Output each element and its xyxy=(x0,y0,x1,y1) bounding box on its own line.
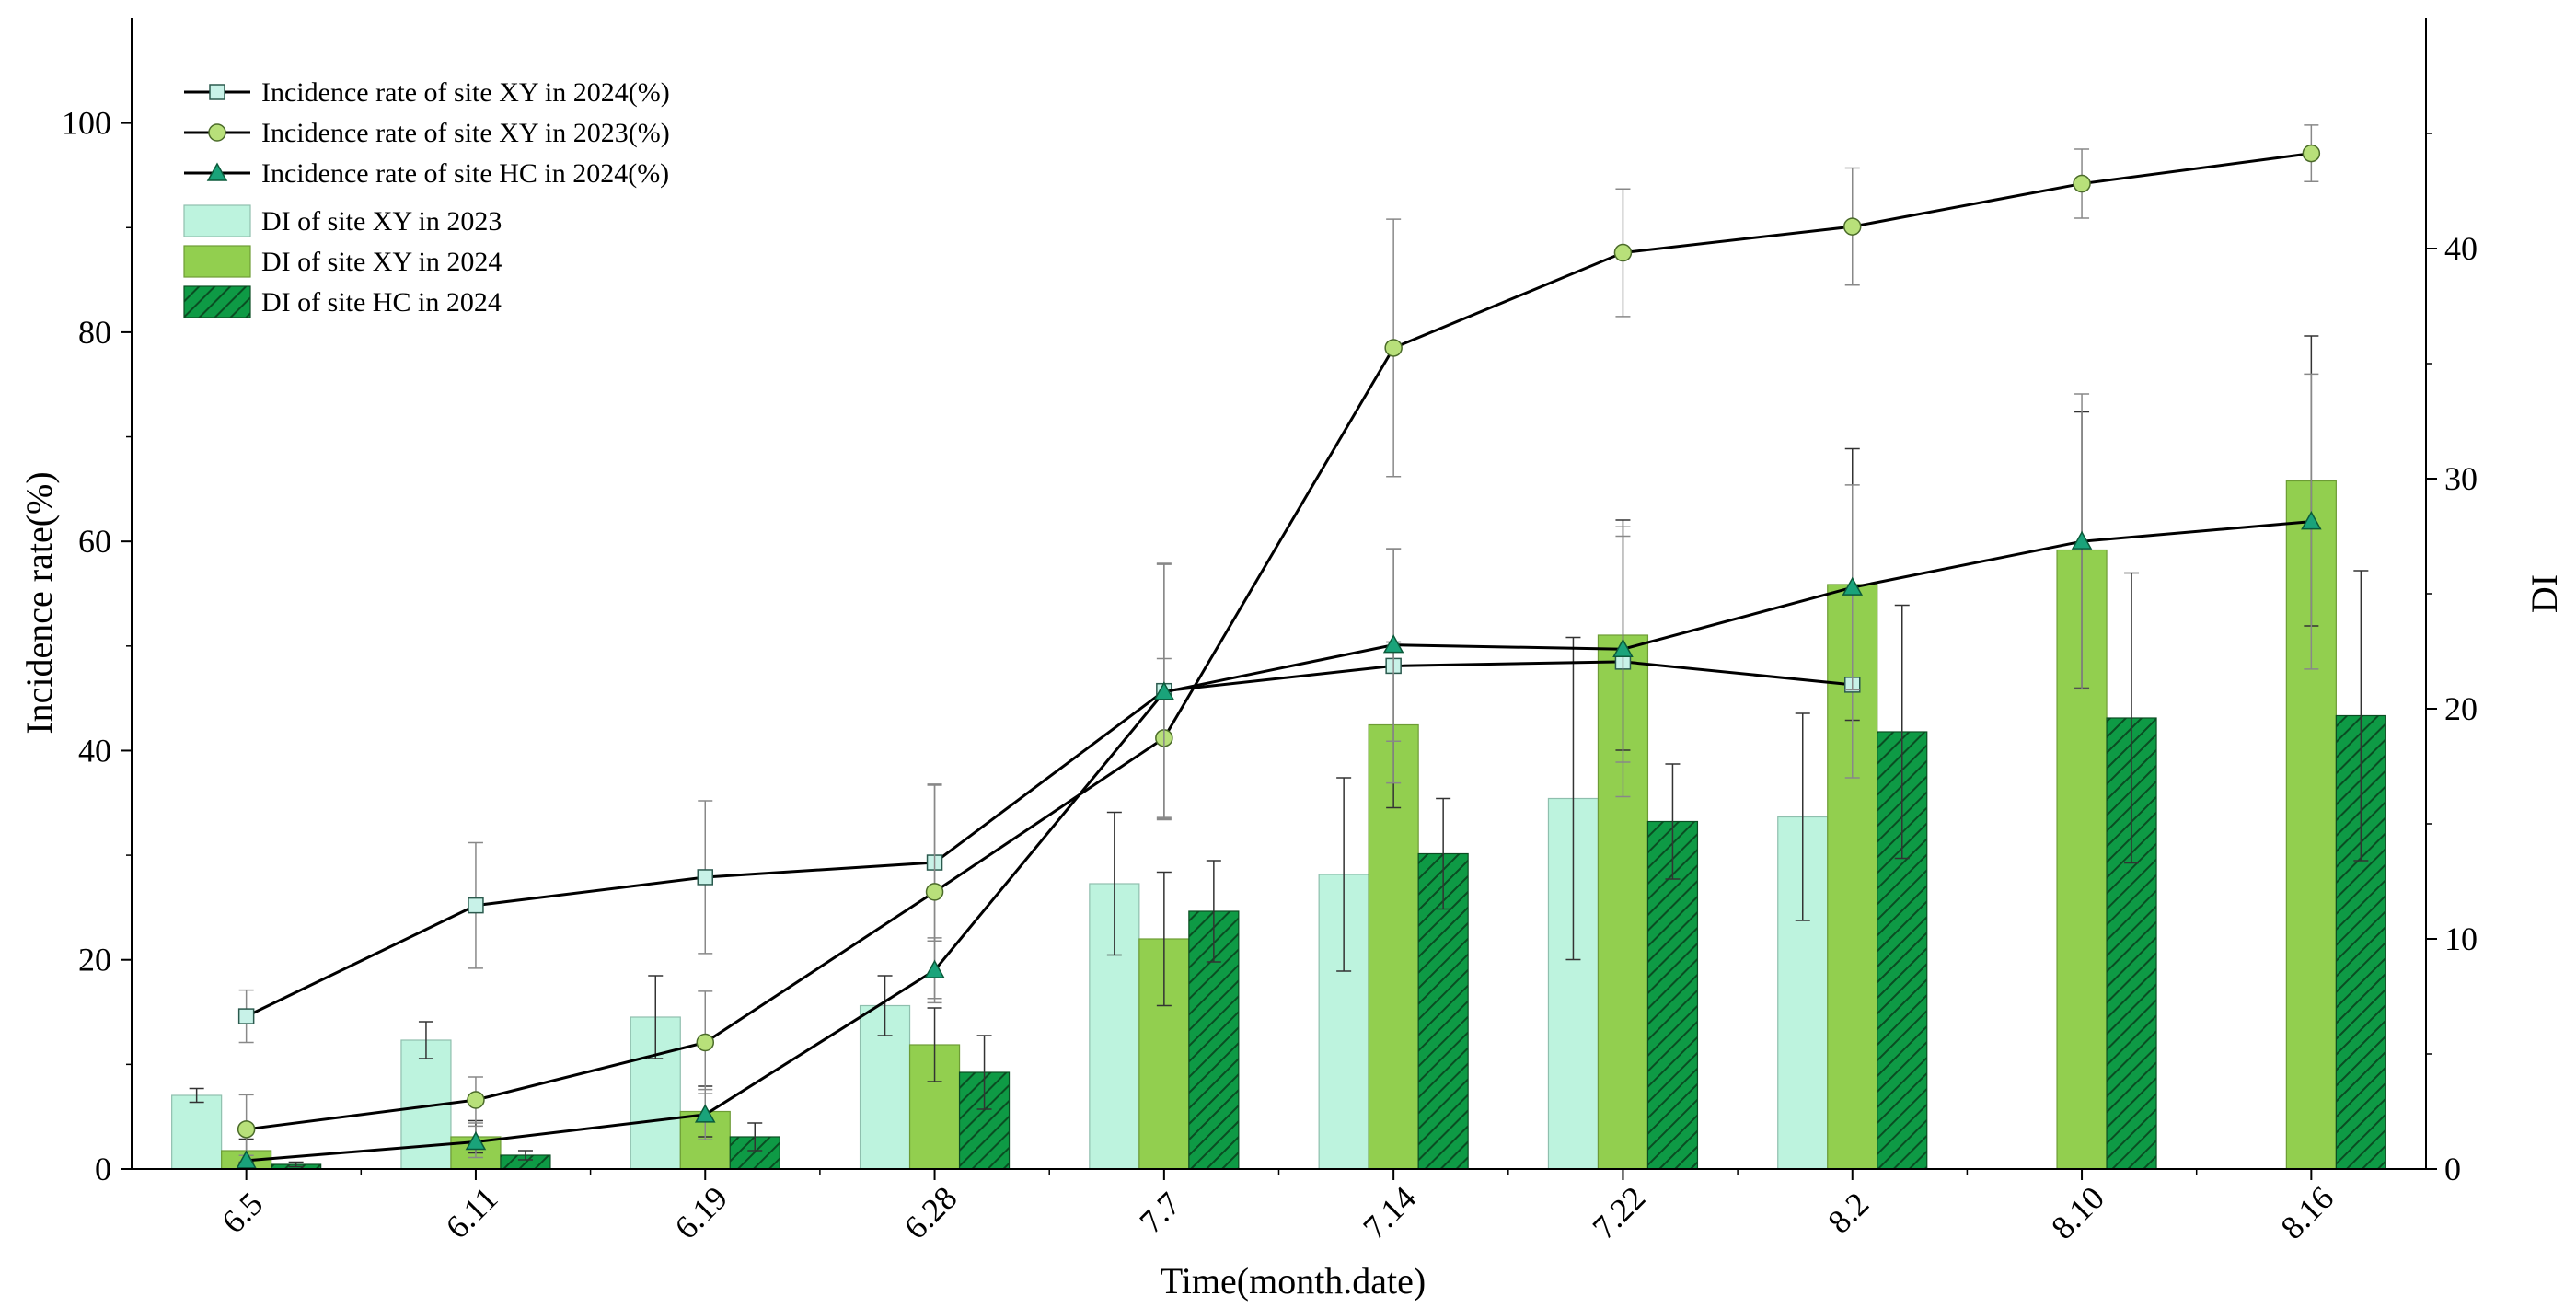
line-point-2-8.2 xyxy=(1843,217,1862,236)
y2-tick-label-0: 0 xyxy=(2444,1151,2461,1187)
x-tick-label-6.28: 6.28 xyxy=(897,1179,965,1246)
legend-marker-3 xyxy=(206,162,228,181)
y2-axis-title: DI xyxy=(2524,574,2565,613)
legend-label-bar-1: DI of site XY in 2023 xyxy=(261,206,502,237)
legend-marker-1 xyxy=(209,84,225,100)
x-axis-title: Time(month.date) xyxy=(1161,1260,1427,1302)
y-tick-label-60: 60 xyxy=(78,523,111,560)
x-tick-label-8.2: 8.2 xyxy=(1820,1185,1876,1240)
y-tick-label-80: 80 xyxy=(78,314,111,351)
legend-label-bar-2: DI of site XY in 2024 xyxy=(261,247,502,277)
line-point-2-7.22 xyxy=(1613,243,1633,262)
y-tick-label-100: 100 xyxy=(62,105,111,142)
legend-label-line-2: Incidence rate of site XY in 2023(%) xyxy=(261,118,670,148)
legend: Incidence rate of site XY in 2024(%) Inci… xyxy=(183,77,670,318)
line-series-3 xyxy=(246,520,2312,1163)
x-tick-label-6.11: 6.11 xyxy=(439,1180,505,1246)
line-point-3-7.22 xyxy=(1612,638,1634,657)
legend-swatch-2 xyxy=(183,245,251,278)
y2-tick-label-10: 10 xyxy=(2444,920,2478,957)
y-tick-label-40: 40 xyxy=(78,732,111,769)
line-series-2 xyxy=(246,152,2312,1131)
lines-layer xyxy=(236,124,2322,1169)
x-tick-label-7.7: 7.7 xyxy=(1132,1185,1187,1240)
line-point-3-7.7 xyxy=(1153,681,1175,700)
line-point-2-6.11 xyxy=(467,1091,485,1109)
legend-label-line-3: Incidence rate of site HC in 2024(%) xyxy=(261,158,669,189)
y-tick-label-0: 0 xyxy=(95,1151,111,1187)
y2-tick-label-30: 30 xyxy=(2444,460,2478,497)
line-point-1-6.19 xyxy=(697,869,713,886)
x-tick-label-8.16: 8.16 xyxy=(2273,1179,2340,1246)
line-point-2-6.19 xyxy=(696,1033,714,1052)
legend-label-line-1: Incidence rate of site XY in 2024(%) xyxy=(261,77,670,108)
legend-swatch-1 xyxy=(183,204,251,237)
line-point-2-6.5 xyxy=(237,1120,256,1139)
line-point-1-6.11 xyxy=(468,897,484,914)
line-point-3-8.10 xyxy=(2071,530,2093,550)
x-tick-label-6.19: 6.19 xyxy=(667,1179,734,1246)
bars-layer xyxy=(171,335,2386,1170)
line-point-2-8.16 xyxy=(2302,144,2321,163)
line-series-1 xyxy=(245,660,1853,1018)
line-point-2-6.28 xyxy=(925,883,944,901)
y-tick-label-20: 20 xyxy=(78,942,111,978)
x-tick-label-7.14: 7.14 xyxy=(1356,1179,1423,1246)
line-point-3-6.11 xyxy=(465,1130,487,1151)
line-point-1-6.5 xyxy=(237,1008,255,1024)
legend-marker-2 xyxy=(208,123,226,142)
line-point-2-7.14 xyxy=(1384,339,1403,357)
line-point-3-6.28 xyxy=(924,959,945,978)
line-point-3-6.19 xyxy=(694,1104,716,1123)
line-point-3-8.2 xyxy=(1842,576,1864,596)
y2-tick-label-20: 20 xyxy=(2444,690,2478,727)
x-tick-label-8.10: 8.10 xyxy=(2044,1179,2111,1246)
y2-tick-label-40: 40 xyxy=(2444,230,2478,267)
bar-1-6.5 xyxy=(171,1094,223,1170)
line-point-2-8.10 xyxy=(2073,174,2091,193)
line-point-3-6.5 xyxy=(236,1150,257,1169)
legend-label-bar-3: DI of site HC in 2024 xyxy=(261,287,502,318)
x-tick-label-7.22: 7.22 xyxy=(1586,1179,1653,1246)
legend-swatch-3 xyxy=(183,285,251,318)
y-axis-title: Incidence rate(%) xyxy=(18,471,60,734)
x-tick-label-6.5: 6.5 xyxy=(214,1185,270,1240)
line-point-3-7.14 xyxy=(1382,634,1404,654)
line-point-3-8.16 xyxy=(2301,511,2322,530)
